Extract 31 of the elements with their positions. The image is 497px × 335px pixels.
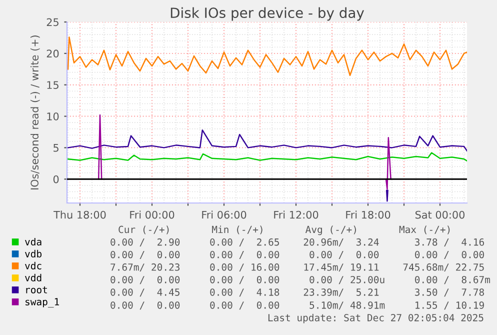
- text: 0.00 / 4.45 0.00 / 4.18 23.39m/ 5.21 3.50 / 7.78: [110, 288, 484, 297]
- y-tick-label: 15: [47, 81, 58, 89]
- y-tick-label: 0: [53, 175, 59, 184]
- y-tick-label: 10: [47, 112, 59, 120]
- text: 0.00 / 0.00 0.00 / 0.00 0.00 / 25.00u 0.00 / 8.67m: [110, 276, 490, 284]
- text: Last update: Sat Dec 27 02:05:04 2025: [268, 314, 484, 324]
- y-tick-label: 5: [54, 144, 58, 152]
- x-tick-label: Fri 12:00: [274, 210, 318, 219]
- x-tick-label: Fri 00:00: [130, 210, 174, 219]
- line-series: [67, 152, 467, 162]
- y-tick-label: 20: [46, 50, 59, 58]
- text: Cur (-/+) Min (-/+) Avg (-/+) Max (-/+): [118, 226, 450, 236]
- legend-label: vdd: [25, 274, 42, 282]
- legend-label: root: [26, 286, 47, 294]
- legend-label: vdb: [25, 250, 42, 258]
- y-axis-title: IOs/second read (-) / write (+): [30, 35, 40, 190]
- text: 0.00 / 0.00 0.00 / 0.00 0.00 / 0.00 0.00 / 0.00: [110, 250, 484, 260]
- x-tick-label: Thu 18:00: [54, 210, 106, 219]
- y-tick-label: 25: [46, 18, 58, 26]
- legend-label: vdc: [25, 262, 42, 270]
- x-tick-label: Sat 00:00: [415, 210, 465, 219]
- text: 7.67m/ 20.23 0.00 / 16.00 17.45m/ 19.11 745.68m/ 22.75: [110, 263, 484, 272]
- line-series: [67, 36, 467, 76]
- text: 0.00 / 0.00 0.00 / 0.00 5.10m/ 48.91m 1.55 / 10.19: [110, 301, 484, 310]
- chart-title: Disk IOs per device - by day: [170, 7, 364, 21]
- line-series: [67, 129, 467, 152]
- x-tick-label: Fri 06:00: [202, 210, 246, 219]
- text: 0.00 / 2.90 0.00 / 2.65 20.96m/ 3.24 3.78 / 4.16: [110, 238, 484, 246]
- legend-label: vda: [25, 238, 42, 246]
- x-tick-label: Fri 18:00: [346, 210, 390, 219]
- legend-label: swap_1: [26, 298, 59, 308]
